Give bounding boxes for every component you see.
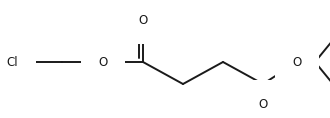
- Text: O: O: [258, 97, 268, 110]
- Text: Cl: Cl: [6, 55, 18, 69]
- Text: O: O: [138, 13, 148, 27]
- Text: O: O: [98, 55, 108, 69]
- Text: O: O: [292, 55, 302, 69]
